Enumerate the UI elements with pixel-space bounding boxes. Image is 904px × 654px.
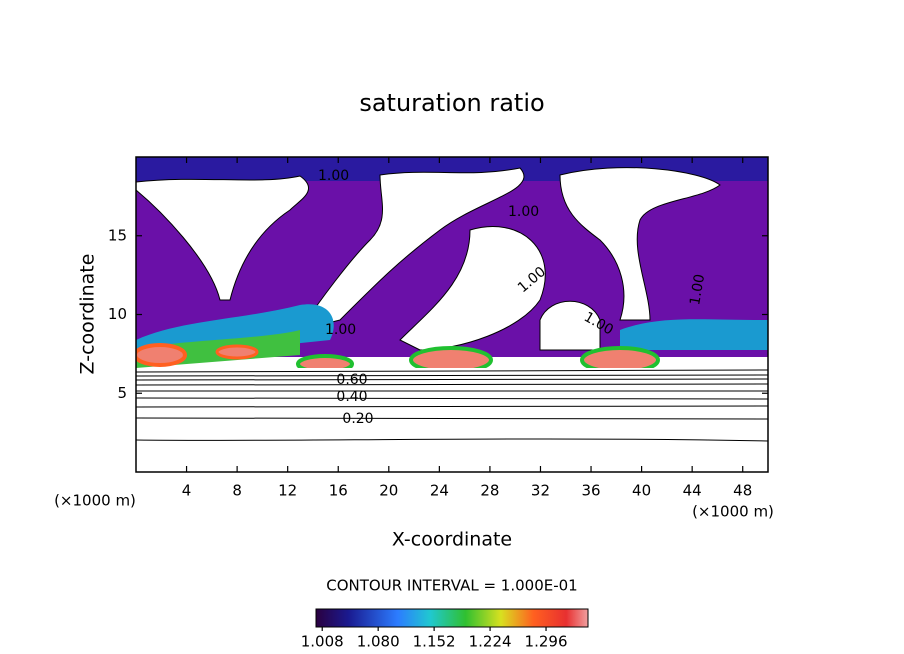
y-tick-label: 15	[108, 226, 127, 244]
axis-unit: (×1000 m)	[692, 503, 774, 521]
contour-label: 0.20	[342, 411, 373, 427]
contour-label: 1.00	[687, 273, 708, 306]
contour-interval: CONTOUR INTERVAL = 1.000E-01	[326, 577, 577, 595]
x-tick-label: 16	[329, 482, 348, 500]
field-fill	[215, 344, 259, 360]
chart-title: saturation ratio	[359, 89, 544, 117]
field-fill	[620, 319, 768, 350]
x-tick-label: 20	[379, 482, 398, 500]
x-tick-label: 28	[480, 482, 499, 500]
x-tick-label: 32	[531, 482, 550, 500]
field-hole	[136, 175, 309, 301]
y-tick-label: 10	[108, 305, 127, 323]
field	[136, 157, 768, 472]
x-tick-label: 12	[278, 482, 297, 500]
x-tick-label: 44	[683, 482, 702, 500]
contour-label: 0.40	[336, 389, 367, 405]
x-tick-label: 40	[632, 482, 651, 500]
x-tick-label: 4	[182, 482, 192, 500]
colorbar-tick-label: 1.152	[413, 633, 456, 651]
colorbar-tick-label: 1.080	[357, 633, 400, 651]
colorbar-tick-label: 1.008	[301, 633, 344, 651]
y-axis-label: Z-coordinate	[77, 254, 99, 375]
x-tick-label: 24	[430, 482, 449, 500]
contour-lines	[136, 369, 768, 442]
colorbar-tick-label: 1.224	[469, 633, 512, 651]
axis-unit: (×1000 m)	[54, 492, 136, 510]
contour-label: 0.60	[336, 372, 367, 388]
field-hole	[399, 226, 546, 351]
contour-label: 1.00	[318, 168, 349, 184]
field-hole	[298, 167, 525, 331]
field-fill	[136, 343, 187, 367]
field-hole	[559, 167, 721, 321]
x-tick-label: 36	[581, 482, 600, 500]
field-fill	[136, 368, 768, 472]
field-hole	[539, 300, 601, 351]
x-axis-label: X-coordinate	[392, 529, 512, 551]
contour-label: 1.00	[508, 204, 539, 220]
colorbar-tick-label: 1.296	[525, 633, 568, 651]
contour-label: 1.00	[325, 322, 356, 338]
y-tick-label: 5	[117, 384, 127, 402]
x-tick-label: 48	[733, 482, 752, 500]
colorbar	[315, 608, 589, 628]
x-tick-label: 8	[232, 482, 242, 500]
